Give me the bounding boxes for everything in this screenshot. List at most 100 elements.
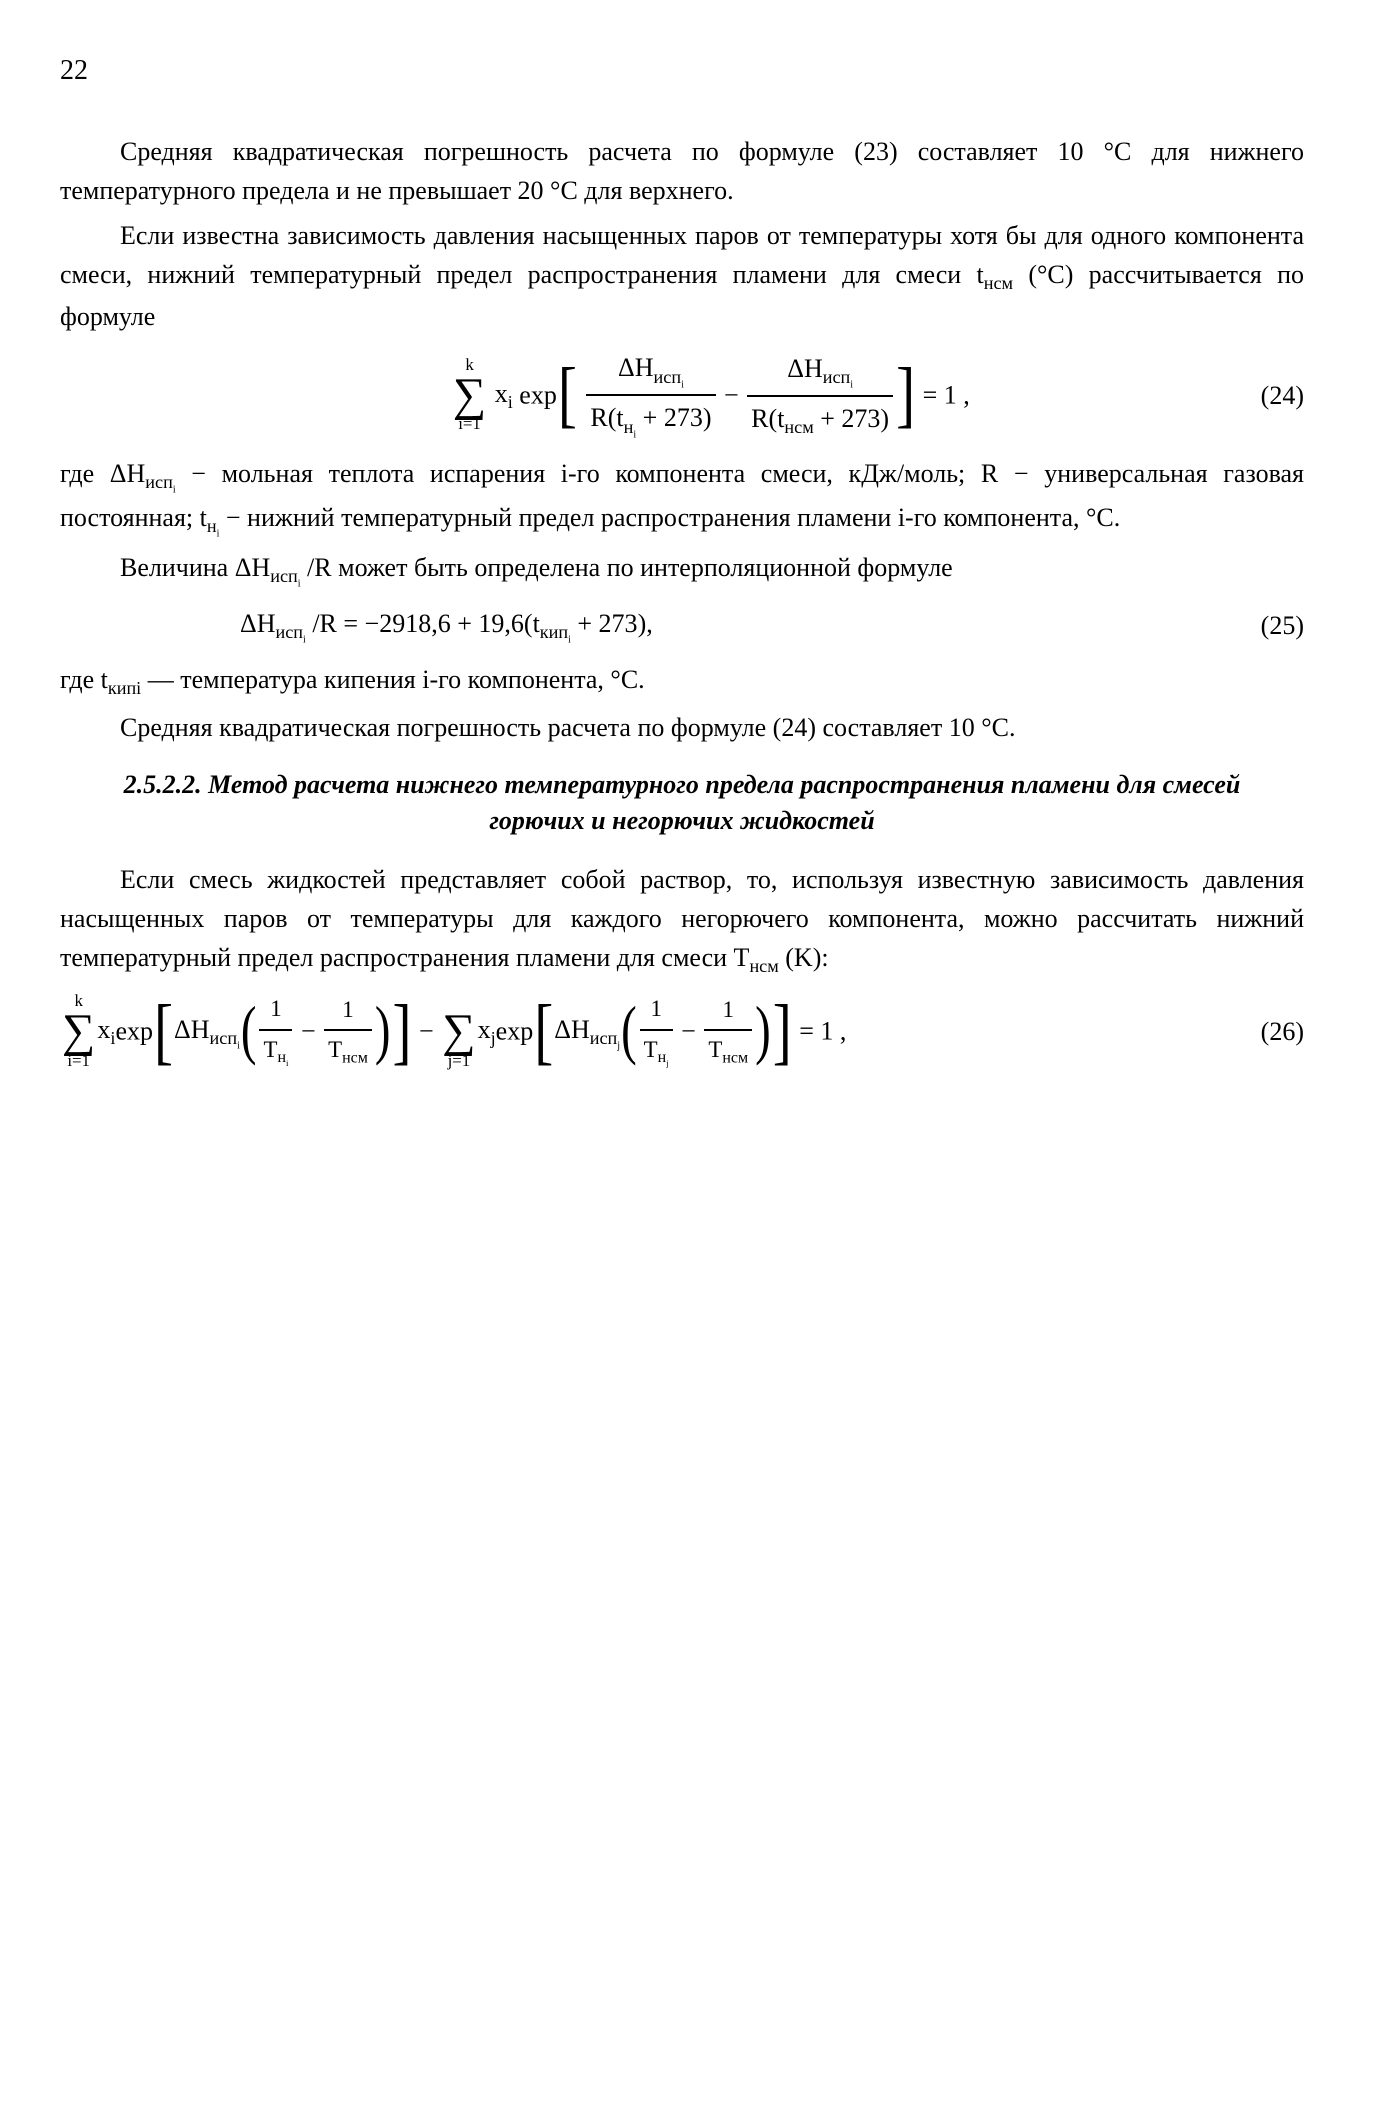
- para4-prefix: Величина: [120, 553, 235, 582]
- para7-T: Tнсм: [734, 943, 779, 972]
- t-sub: кипi: [540, 622, 571, 642]
- exp: exp: [496, 1017, 534, 1046]
- T-sub: нсм: [342, 1049, 368, 1066]
- x: x: [478, 1015, 491, 1044]
- x: x: [97, 1015, 110, 1044]
- paragraph-5: где tкипi — температура кипения i-го ком…: [60, 660, 1304, 702]
- dH: ΔH: [174, 1015, 210, 1044]
- var-t: t: [976, 260, 983, 289]
- den: Tнсм: [704, 1031, 752, 1071]
- sub-text: н: [658, 1049, 667, 1066]
- paragraph-6: Средняя квадратическая погрешность расче…: [60, 708, 1304, 747]
- para4-mid: /R может быть определена по интерполяцио…: [307, 553, 953, 582]
- T-sub: нj: [658, 1049, 669, 1066]
- var-t-sub: нсм: [984, 273, 1013, 293]
- dH: ΔH: [618, 353, 654, 382]
- paragraph-7: Если смесь жидкостей представляет собой …: [60, 860, 1304, 980]
- equation-25: ΔHиспi /R = −2918,6 + 19,6(tкипi + 273),: [240, 604, 1241, 648]
- bigminus: −: [413, 1017, 441, 1046]
- dH: ΔH: [554, 1015, 590, 1044]
- para5-prefix: где: [60, 665, 101, 694]
- eq26-x2: xj: [478, 1015, 496, 1044]
- eq26-number: (26): [1241, 1012, 1304, 1051]
- t: t: [533, 609, 540, 638]
- dH-sub: испi: [145, 472, 175, 492]
- t-sub: кипi: [108, 678, 141, 698]
- sub-text: кип: [540, 622, 568, 642]
- T: T: [734, 943, 750, 972]
- num: 1: [324, 993, 372, 1031]
- sub-text: исп: [654, 367, 682, 387]
- comma: ,: [646, 609, 653, 638]
- dH-sub: испi: [276, 622, 306, 642]
- eq24-minus: −: [724, 381, 745, 410]
- sub-text: н: [207, 516, 217, 536]
- equation-24: k ∑ i=1 xi exp[ ΔHиспi R(tнi + 273) − ΔH…: [180, 348, 1241, 442]
- T-sub: нi: [277, 1049, 288, 1066]
- sub-text: исп: [270, 566, 298, 586]
- subsub: i: [298, 579, 301, 590]
- subsub: i: [217, 529, 220, 540]
- T: T: [263, 1037, 277, 1062]
- eq26-frac1: 1 Tнi: [259, 992, 292, 1070]
- R: R: [751, 404, 768, 433]
- plus273: + 273: [571, 609, 638, 638]
- dH: ΔH: [235, 553, 271, 582]
- dH-sub: испi: [210, 1028, 240, 1048]
- subsub: j: [617, 1040, 620, 1051]
- paren-right: ): [755, 1005, 771, 1057]
- subsub: i: [850, 380, 853, 391]
- eq24-sum: k ∑ i=1: [453, 357, 486, 433]
- section-heading: 2.5.2.2. Метод расчета нижнего температу…: [120, 767, 1244, 840]
- sub-text: исп: [590, 1028, 618, 1048]
- den: Tнj: [640, 1031, 673, 1071]
- equation-26-row: k ∑ i=1 xiexp[ΔHиспi( 1 Tнi − 1 Tнсм )] …: [60, 992, 1304, 1070]
- minus: −: [675, 1017, 703, 1046]
- eq26-frac2: 1 Tнсм: [324, 993, 372, 1071]
- eq24-frac2: ΔHиспi R(tнсм + 273): [747, 349, 893, 441]
- num: 1: [259, 992, 292, 1030]
- eq26-x1: xi: [97, 1015, 115, 1044]
- sub-text: н: [624, 417, 634, 437]
- eq26-frac3: 1 Tнj: [640, 992, 673, 1070]
- dH-sub: испi: [823, 367, 853, 387]
- T: T: [644, 1037, 658, 1062]
- eq24-xi: xi: [495, 379, 513, 408]
- paren-right: ): [375, 1005, 391, 1057]
- paragraph-1: Средняя квадратическая погрешность расче…: [60, 132, 1304, 210]
- t-sub: нi: [207, 516, 220, 536]
- eq24-frac1: ΔHиспi R(tнi + 273): [586, 348, 715, 442]
- minus: −: [294, 1017, 322, 1046]
- sum-symbol: ∑: [442, 1010, 475, 1052]
- dH: ΔH: [787, 354, 823, 383]
- sub-text: исп: [823, 367, 851, 387]
- para3-t: tнi: [200, 503, 220, 532]
- para7-prefix: Если смесь жидкостей представляет собой …: [60, 865, 1304, 972]
- sub-text: исп: [210, 1028, 238, 1048]
- t-sub: нсм: [784, 417, 813, 437]
- equation-26: k ∑ i=1 xiexp[ΔHиспi( 1 Tнi − 1 Tнсм )] …: [60, 992, 1241, 1070]
- eq25-number: (25): [1241, 606, 1304, 645]
- eq26-sum1: k ∑ i=1: [62, 993, 95, 1069]
- paragraph-4: Величина ΔHиспi /R может быть определена…: [60, 548, 1304, 592]
- eq25-rhs: /R = −2918,6 + 19,6: [306, 609, 524, 638]
- eq24-number: (24): [1241, 376, 1304, 415]
- para7-suffix: (K):: [785, 943, 828, 972]
- dH-sub: испi: [654, 367, 684, 387]
- bracket-left: [: [558, 366, 577, 425]
- frac1-den: R(tнi + 273): [586, 396, 715, 442]
- equals: = 1 ,: [793, 1017, 847, 1046]
- exp: exp: [115, 1017, 153, 1046]
- equation-25-row: ΔHиспi /R = −2918,6 + 19,6(tкипi + 273),…: [60, 604, 1304, 648]
- dH-sub: испi: [270, 566, 300, 586]
- t: t: [200, 503, 207, 532]
- paren-left: (: [621, 1005, 637, 1057]
- frac2-num: ΔHиспi: [747, 349, 893, 397]
- bracket-left: [: [534, 1002, 553, 1061]
- x-sub: i: [508, 392, 513, 412]
- subsub: j: [666, 1058, 668, 1068]
- sum-symbol: ∑: [453, 374, 486, 416]
- sub-text: исп: [276, 622, 304, 642]
- subsub: i: [286, 1058, 288, 1068]
- dH: ΔH: [240, 609, 276, 638]
